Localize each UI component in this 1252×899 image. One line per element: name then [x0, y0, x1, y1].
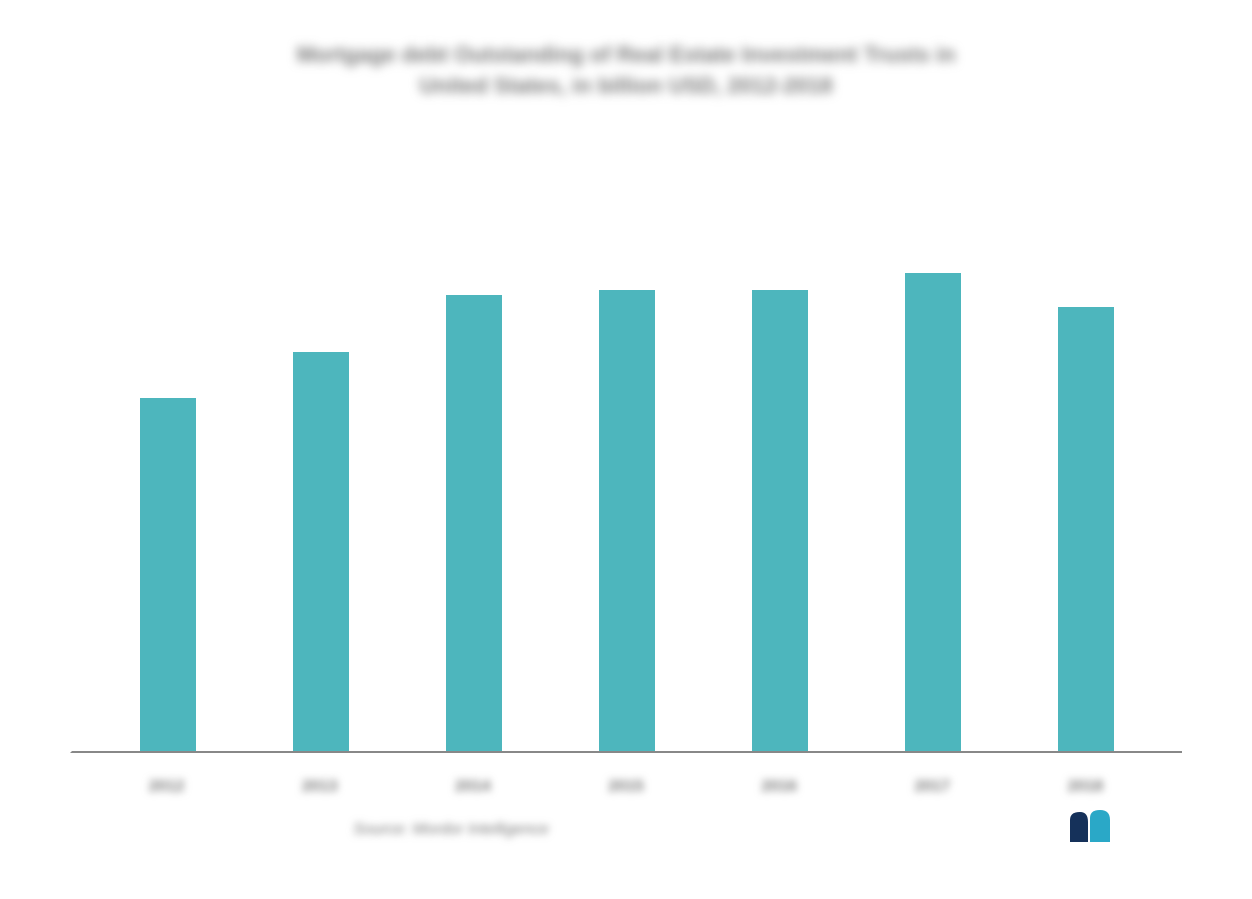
chart-title: Mortgage debt Outstanding of Real Estate… — [50, 40, 1202, 102]
bar-group — [856, 182, 1009, 751]
bars-wrapper — [72, 182, 1182, 751]
bar-group — [92, 182, 245, 751]
bar — [293, 352, 349, 751]
x-axis-label: 2016 — [703, 778, 856, 796]
bar — [752, 290, 808, 751]
x-axis-label: 2012 — [90, 778, 243, 796]
bar-group — [1009, 182, 1162, 751]
chart-container: Mortgage debt Outstanding of Real Estate… — [0, 0, 1252, 899]
brand-logo — [1068, 808, 1112, 844]
x-axis-label: 2017 — [856, 778, 1009, 796]
bar — [446, 295, 502, 751]
x-axis-label: 2014 — [396, 778, 549, 796]
x-axis-label: 2013 — [243, 778, 396, 796]
title-line-2: United States, in billion USD, 2012-2018 — [150, 71, 1102, 102]
bar — [1058, 307, 1114, 751]
x-axis-label: 2015 — [549, 778, 702, 796]
bar-group — [703, 182, 856, 751]
bar — [905, 273, 961, 751]
bar — [599, 290, 655, 751]
bar — [140, 398, 196, 751]
bar-group — [398, 182, 551, 751]
bar-group — [245, 182, 398, 751]
source-text: Source: Mordor Intelligence — [0, 821, 1202, 839]
bar-group — [551, 182, 704, 751]
title-line-1: Mortgage debt Outstanding of Real Estate… — [150, 40, 1102, 71]
plot-area — [70, 182, 1182, 753]
x-axis-labels: 2012201320142015201620172018 — [70, 778, 1182, 796]
x-axis-label: 2018 — [1009, 778, 1162, 796]
